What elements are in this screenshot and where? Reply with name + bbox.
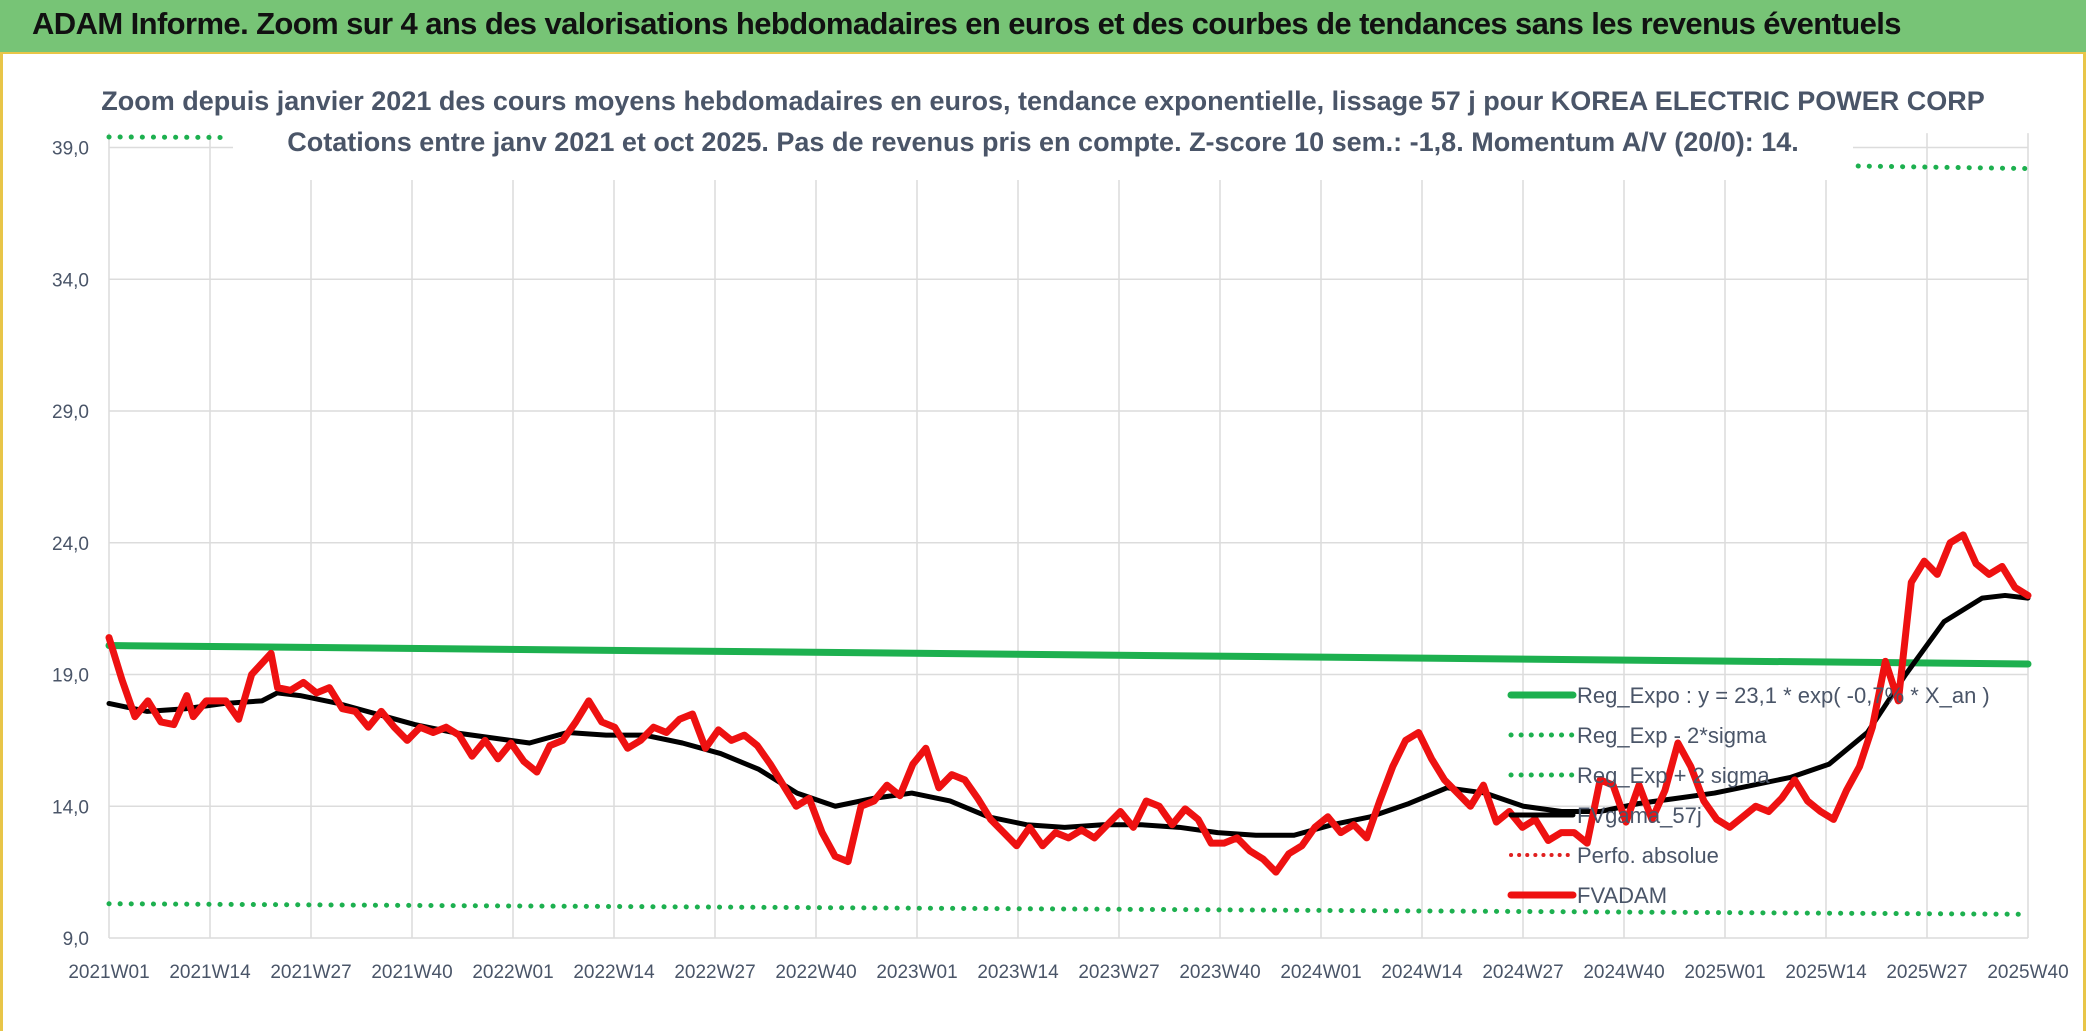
reg-expo-line: [105, 642, 2032, 668]
x-tick-label: 2022W27: [674, 962, 755, 983]
chart-svg: 9,014,019,024,029,034,039,0 2021W01 2021W…: [52, 78, 2069, 983]
fvgama-57j-line: [106, 592, 2031, 838]
chart-title-line1: Zoom depuis janvier 2021 des cours moyen…: [101, 86, 1985, 116]
x-tick-label: 2021W01: [68, 962, 149, 983]
x-tick-label: 2023W14: [977, 962, 1059, 983]
chart-frame: 9,0 14,0 19,0 24,0 29,0 34,0 39,0 2021W01 2021W…: [0, 54, 2086, 1031]
x-tick-label: 2023W40: [1179, 962, 1260, 983]
legend-label: Reg_Exp - 2*sigma: [1577, 723, 1767, 748]
title-backdrop: [233, 78, 1853, 180]
x-tick-label: 2022W14: [573, 962, 655, 983]
x-tick-label: 2024W14: [1381, 962, 1463, 983]
chart-grid: [108, 133, 2029, 939]
x-tick-label: 2021W40: [371, 962, 452, 983]
x-axis: 2021W01 2021W14 2021W27 2021W40 2022W01 2022W…: [68, 962, 2068, 983]
fvadam-line: [105, 531, 2032, 876]
x-tick-label: 2023W27: [1078, 962, 1159, 983]
legend-label: FVgama_57j: [1577, 803, 1702, 828]
chart-legend: Reg_Expo : y = 23,1 * exp( -0,7% * X_an …: [1507, 683, 1990, 908]
y-tick-label: 14,0: [52, 797, 89, 818]
x-tick-label: 2022W40: [775, 962, 856, 983]
y-tick-label: 39,0: [52, 139, 89, 160]
y-tick-label: 24,0: [52, 534, 89, 555]
chart-series: [105, 134, 2032, 917]
x-tick-label: 2022W01: [472, 962, 553, 983]
x-tick-label: 2024W01: [1280, 962, 1361, 983]
x-tick-label: 2021W27: [270, 962, 351, 983]
x-tick-label: 2024W27: [1482, 962, 1563, 983]
reg-plus-2sigma-line-left: [106, 134, 229, 140]
banner-title: ADAM Informe. Zoom sur 4 ans des valoris…: [32, 6, 1902, 41]
x-tick-label: 2025W14: [1785, 962, 1867, 983]
chart-title-line2: Cotations entre janv 2021 et oct 2025. P…: [287, 127, 1799, 157]
x-tick-label: 2025W40: [1987, 962, 2068, 983]
report-banner: ADAM Informe. Zoom sur 4 ans des valoris…: [0, 0, 2086, 54]
y-tick-label: 34,0: [52, 270, 89, 291]
legend-label: FVADAM: [1577, 883, 1667, 908]
x-tick-label: 2023W01: [876, 962, 957, 983]
legend-label: Reg_Exp + 2 sigma: [1577, 763, 1770, 788]
y-tick-label: 29,0: [52, 402, 89, 423]
x-tick-label: 2021W14: [169, 962, 251, 983]
legend-label: Reg_Expo : y = 23,1 * exp( -0,7% * X_an …: [1577, 683, 1990, 708]
x-tick-label: 2024W40: [1583, 962, 1664, 983]
y-tick-label: 19,0: [52, 666, 89, 687]
y-axis: 9,0 14,0 19,0 24,0 29,0 34,0 39,0: [52, 139, 89, 951]
legend-label: Perfo. absolue: [1577, 843, 1719, 868]
x-tick-label: 2025W27: [1886, 962, 1967, 983]
reg-minus-2sigma-line: [106, 901, 2031, 917]
y-tick-label: 9,0: [63, 929, 89, 950]
x-tick-label: 2025W01: [1684, 962, 1765, 983]
